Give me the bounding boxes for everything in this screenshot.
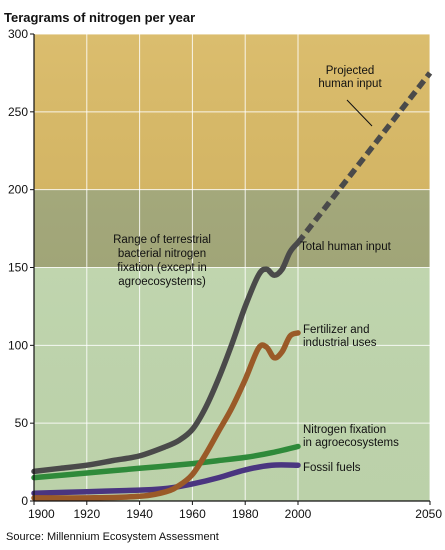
x-tick-label: 2000 <box>285 507 312 521</box>
series-label-nitrogen-fixation-in-agroecosystems-line: in agroecosystems <box>303 437 399 449</box>
band-label-line: fixation (except in <box>117 262 207 274</box>
series-label-fossil-fuels-line: Fossil fuels <box>303 462 361 474</box>
band-label-line: bacterial nitrogen <box>118 248 206 260</box>
y-tick-label: 150 <box>8 261 28 275</box>
series-label-projected-human-input-line: human input <box>318 78 382 90</box>
band-label: Range of terrestrial bacterial nitrogen fi… <box>113 234 211 288</box>
series-line-total-human-input <box>31 239 301 475</box>
series-label-fertilizer-and-industrial-uses-line: Fertilizer and <box>303 324 369 336</box>
x-tick-label: 1940 <box>126 507 153 521</box>
series-label-projected-human-input: Projected human input <box>318 65 382 90</box>
x-tick-label: 1960 <box>179 507 206 521</box>
tick-labels: 0 50 100 150 200 250 300 1900 1920 1940 1960 1980 20… <box>8 27 442 521</box>
series-label-total-human-input-line: Total human input <box>300 241 392 253</box>
source-note: Source: Millennium Ecosystem Assessment <box>6 531 219 543</box>
y-tick-label: 300 <box>8 27 28 41</box>
x-tick-label: 1920 <box>73 507 100 521</box>
chart-title: Teragrams of nitrogen per year <box>4 10 195 25</box>
series-label-total-human-input: Total human input <box>300 241 392 253</box>
series-label-nitrogen-fixation-in-agroecosystems-line: Nitrogen fixation <box>303 424 386 436</box>
y-tick-label: 200 <box>8 183 28 197</box>
series-lines <box>31 71 433 501</box>
series-label-nitrogen-fixation-in-agroecosystems: Nitrogen fixation in agroecosystems <box>303 424 399 449</box>
series-label-projected-human-input-line: Projected <box>326 65 375 77</box>
x-tick-label: 2050 <box>415 507 442 521</box>
band-label-line: agroecosystems) <box>118 276 206 288</box>
series-label-fertilizer-and-industrial-uses: Fertilizer and industrial uses <box>303 324 377 349</box>
series-line-projected-human-input <box>295 71 433 245</box>
series-line-nitrogen-fixation-in-agroecosystems <box>31 443 301 481</box>
band-label-line: Range of terrestrial <box>113 234 211 246</box>
y-tick-label: 100 <box>8 338 28 352</box>
series-labels: Range of terrestrial bacterial nitrogen fi… <box>113 65 399 474</box>
series-label-fossil-fuels: Fossil fuels <box>303 462 361 474</box>
y-tick-label: 50 <box>15 416 29 430</box>
y-tick-label: 0 <box>21 494 28 508</box>
series-line-fossil-fuels <box>31 462 301 496</box>
projected-label-pointer <box>346 99 373 127</box>
series-label-fertilizer-and-industrial-uses-line: industrial uses <box>303 337 377 349</box>
x-tick-label: 1900 <box>28 507 55 521</box>
x-tick-label: 1980 <box>232 507 259 521</box>
y-tick-label: 250 <box>8 105 28 119</box>
series-line-fertilizer-and-industrial-uses <box>31 330 301 501</box>
